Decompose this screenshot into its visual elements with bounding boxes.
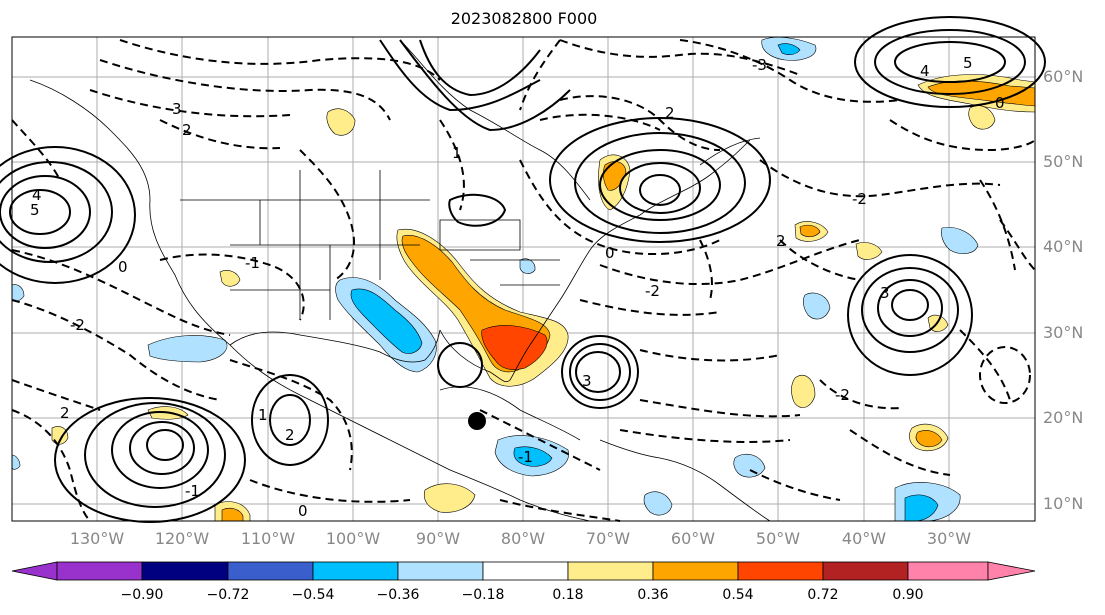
lon-label: 100°W [325, 529, 381, 548]
lon-label: 50°W [755, 529, 801, 548]
colorbar-tick-label: −0.90 [120, 587, 164, 603]
lon-label: 40°W [841, 529, 887, 548]
lat-label: 10°N [1043, 494, 1084, 513]
contour-label: 3 [172, 100, 182, 118]
colorbar-tick-label: 0.36 [637, 587, 669, 603]
colorbar-tick-label: 0.54 [722, 587, 754, 603]
colorbar-tick-label: −0.54 [291, 587, 335, 603]
contour-label: 2 [665, 104, 675, 122]
lon-label: 120°W [154, 529, 210, 548]
solid-contours [0, 16, 1046, 523]
lon-label: 80°W [500, 529, 546, 548]
dashed-contours [11, 39, 1036, 522]
contour-label: 4 [920, 62, 930, 80]
contour-label: 5 [963, 54, 973, 72]
contour-label: 3 [880, 284, 890, 302]
contour-label: 0 [118, 258, 128, 276]
contour-label: 1 [258, 406, 268, 424]
contour-label: 0 [298, 502, 308, 520]
contour-label: 3 [582, 372, 592, 390]
lon-label: 110°W [240, 529, 296, 548]
colorbar-tick-label: 0.72 [807, 587, 839, 603]
contour-label: 2 [60, 404, 70, 422]
colorbar-tick-label: −0.36 [376, 587, 420, 603]
colorbar-tick-label: 0.18 [552, 587, 584, 603]
colorbar-tick-label: −0.18 [461, 587, 505, 603]
contour-label: 1 [452, 144, 462, 162]
lat-label: 40°N [1043, 237, 1084, 256]
contour-label: -2 [70, 316, 85, 334]
contour-label: -2 [645, 282, 660, 300]
colorbar-over-arrow [987, 561, 1036, 581]
lon-label: 130°W [69, 529, 125, 548]
contour-label: 2 [776, 232, 786, 250]
contour-label: 5 [30, 201, 40, 219]
contour-label: 2 [285, 426, 295, 444]
contour-label: 2 [182, 121, 192, 139]
contour-label: 0 [995, 94, 1005, 112]
lat-label: 50°N [1043, 152, 1084, 171]
contour-label: -1 [245, 254, 260, 272]
contour-label: -3 [752, 56, 767, 74]
storm-center-dot [468, 412, 486, 430]
lon-label: 70°W [585, 529, 631, 548]
contour-label: 4 [32, 186, 42, 204]
map-title: 2023082800 F000 [450, 9, 598, 28]
map-frame [11, 36, 1036, 522]
lon-label: 60°W [670, 529, 716, 548]
lat-label: 20°N [1043, 408, 1084, 427]
lon-label: 30°W [926, 529, 972, 548]
contour-label: 0 [605, 244, 615, 262]
lon-label: 90°W [415, 529, 461, 548]
colorbar-tick-label: 0.90 [892, 587, 924, 603]
lat-label: 60°N [1043, 67, 1084, 86]
contour-label: -2 [835, 386, 850, 404]
colorbar-under-arrow [11, 561, 58, 581]
contour-label: -2 [852, 190, 867, 208]
lat-label: 30°N [1043, 323, 1084, 342]
contour-labels: 3 2 4 5 0 -1 -2 -3 1 2 -2 0 2 3 5 4 0 -2… [30, 54, 1005, 520]
contour-label: -1 [185, 482, 200, 500]
contour-label: -1 [518, 448, 533, 466]
colorbar-tick-label: −0.72 [206, 587, 250, 603]
colorbar [11, 561, 1036, 581]
